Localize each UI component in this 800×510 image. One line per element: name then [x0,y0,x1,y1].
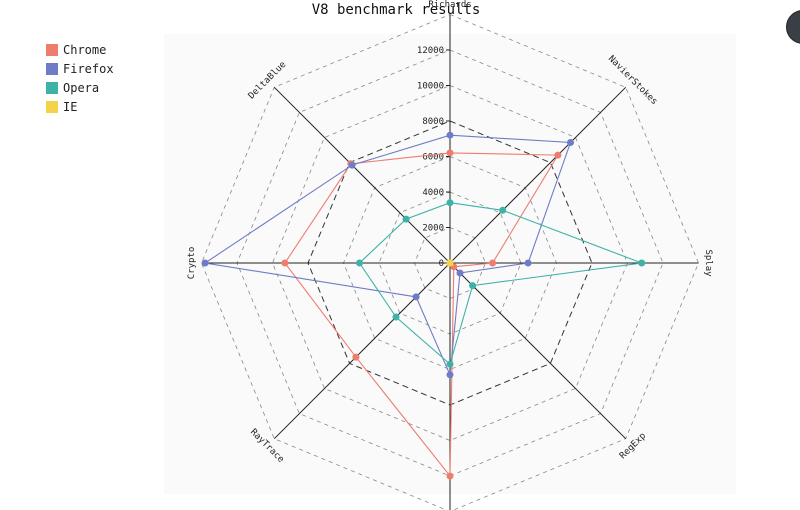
point-firefox-richards[interactable] [446,131,454,139]
point-chrome-navierstokes[interactable] [554,151,562,159]
legend-swatch-firefox [46,62,58,75]
point-opera-regexp[interactable] [469,282,477,290]
axis-label-crypto: Crypto [187,247,197,280]
tick-label-8000: 8000 [422,117,444,127]
point-firefox-navierstokes[interactable] [567,139,574,146]
point-opera-earleyboyer[interactable] [446,360,454,368]
tick-label-4000: 4000 [422,188,444,198]
point-opera-splay[interactable] [638,259,646,267]
point-opera-deltablue[interactable] [402,215,410,223]
legend-swatch-ie [46,100,58,113]
tick-label-10000: 10000 [417,82,444,92]
axis-spoke-deltablue [273,86,451,264]
axis-spoke-regexp [449,262,627,440]
legend-label-ie: IE [63,99,78,114]
legend-swatch-opera [46,81,58,94]
tick-label-6000: 6000 [422,153,444,163]
axis-label-splay: Splay [703,249,713,277]
radial-tick-labels: 0 2000 4000 6000 8000 10000 12000 [417,46,450,269]
tick-label-2000: 2000 [422,224,444,234]
point-opera-raytrace[interactable] [392,313,400,321]
chart-title: V8 benchmark results [311,2,481,18]
legend-label-chrome: Chrome [63,42,107,57]
point-firefox-earleyboyer[interactable] [446,371,454,379]
tick-label-12000: 12000 [417,46,444,56]
point-firefox-splay[interactable] [524,259,532,267]
point-ie-deltablue[interactable] [446,259,454,267]
legend: Chrome Firefox Opera IE [46,40,114,116]
radar-series [201,131,646,480]
legend-label-opera: Opera [63,80,100,95]
legend-swatch-chrome [46,43,58,56]
point-firefox-crypto[interactable] [201,259,209,267]
point-chrome-splay[interactable] [489,259,497,267]
legend-item-ie[interactable]: IE [46,97,114,116]
point-chrome-crypto[interactable] [281,259,289,267]
point-chrome-earleyboyer[interactable] [446,472,454,480]
legend-label-firefox: Firefox [63,61,114,76]
point-chrome-raytrace[interactable] [352,353,360,361]
axis-label-richards: Richards [428,0,471,10]
tick-label-0: 0 [439,259,444,269]
legend-item-firefox[interactable]: Firefox [46,59,114,78]
point-firefox-deltablue[interactable] [348,161,356,169]
grid-ring-5 [272,85,628,441]
axis-spoke-raytrace [273,262,451,440]
point-opera-crypto[interactable] [356,259,363,267]
grid-ring-6 [236,49,664,477]
legend-item-chrome[interactable]: Chrome [46,40,114,59]
point-opera-richards[interactable] [446,199,454,207]
point-firefox-regexp[interactable] [456,269,464,277]
grid-ring-7 [201,14,699,510]
point-chrome-richards[interactable] [446,149,454,157]
legend-item-opera[interactable]: Opera [46,78,114,97]
point-firefox-raytrace[interactable] [412,293,420,301]
point-opera-navierstokes[interactable] [499,206,507,214]
axis-spoke-navierstokes [449,86,627,264]
